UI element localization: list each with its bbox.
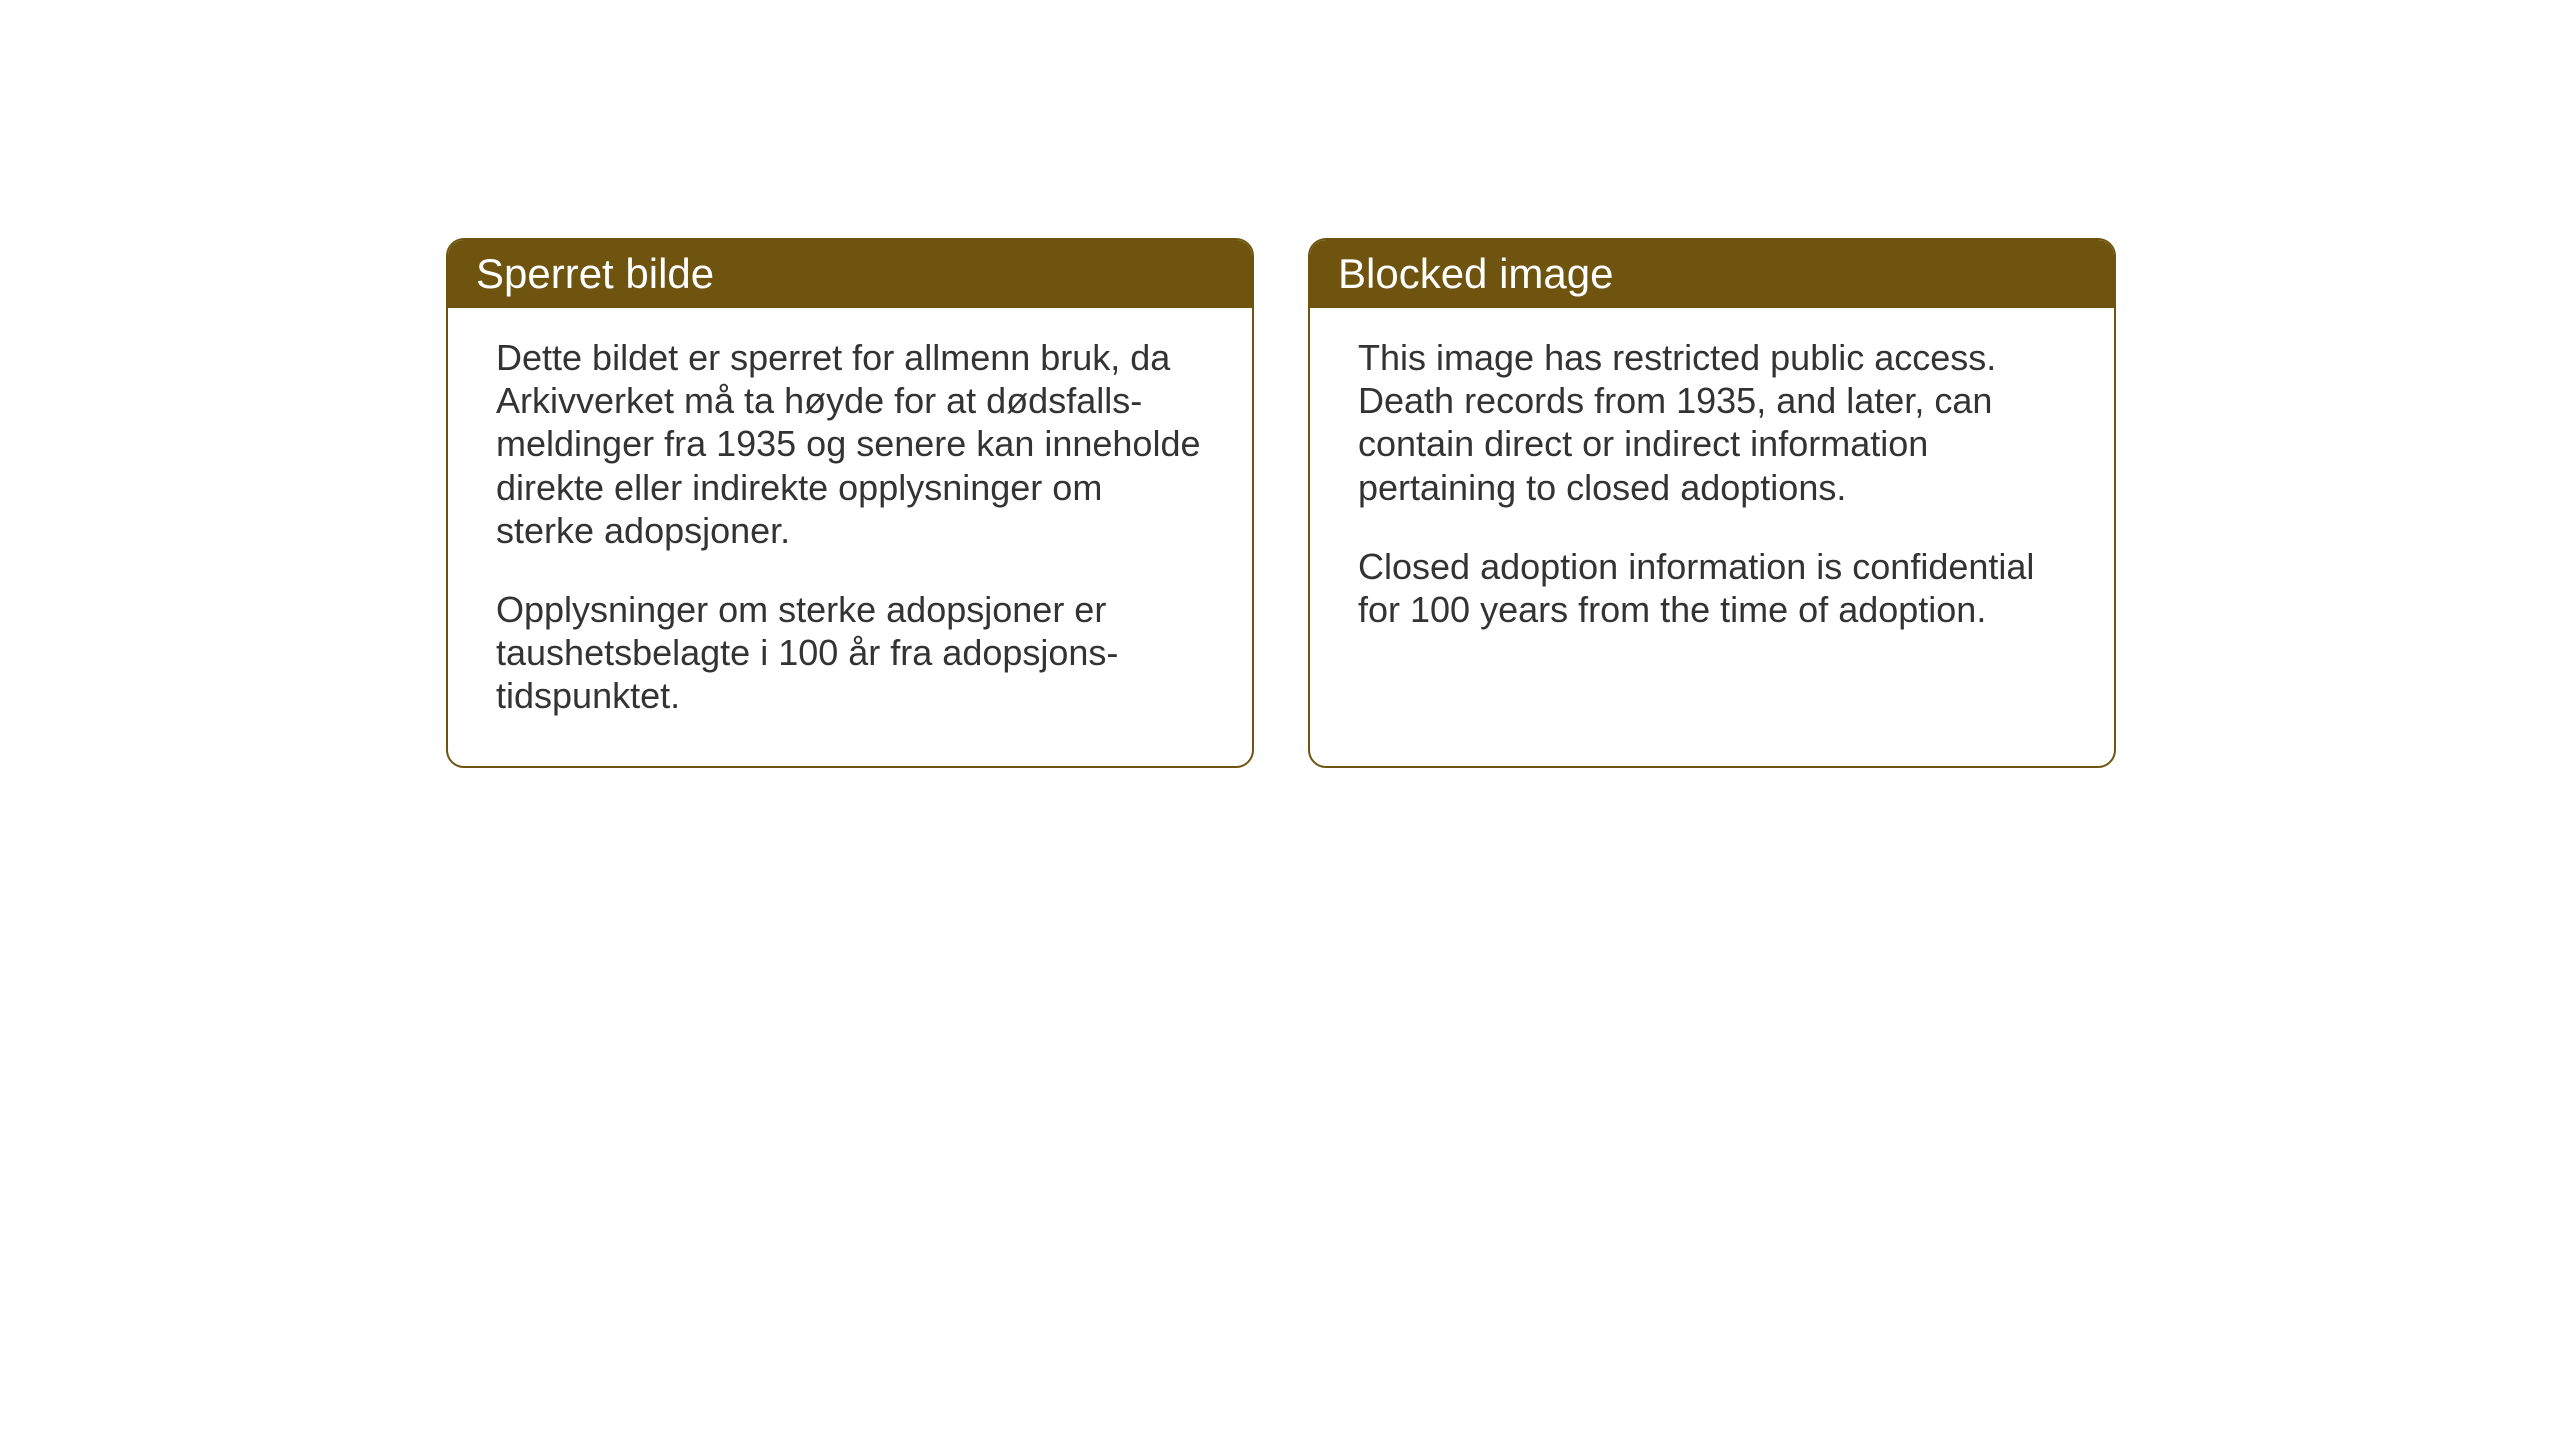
notice-container: Sperret bilde Dette bildet er sperret fo… xyxy=(446,238,2116,768)
card-title-norwegian: Sperret bilde xyxy=(476,250,714,297)
card-body-norwegian: Dette bildet er sperret for allmenn bruk… xyxy=(448,308,1252,766)
card-paragraph-norwegian-1: Dette bildet er sperret for allmenn bruk… xyxy=(496,336,1204,552)
card-paragraph-english-1: This image has restricted public access.… xyxy=(1358,336,2066,509)
card-body-english: This image has restricted public access.… xyxy=(1310,308,2114,679)
notice-card-norwegian: Sperret bilde Dette bildet er sperret fo… xyxy=(446,238,1254,768)
card-title-english: Blocked image xyxy=(1338,250,1613,297)
card-header-norwegian: Sperret bilde xyxy=(448,240,1252,308)
notice-card-english: Blocked image This image has restricted … xyxy=(1308,238,2116,768)
card-paragraph-norwegian-2: Opplysninger om sterke adopsjoner er tau… xyxy=(496,588,1204,718)
card-header-english: Blocked image xyxy=(1310,240,2114,308)
card-paragraph-english-2: Closed adoption information is confident… xyxy=(1358,545,2066,631)
